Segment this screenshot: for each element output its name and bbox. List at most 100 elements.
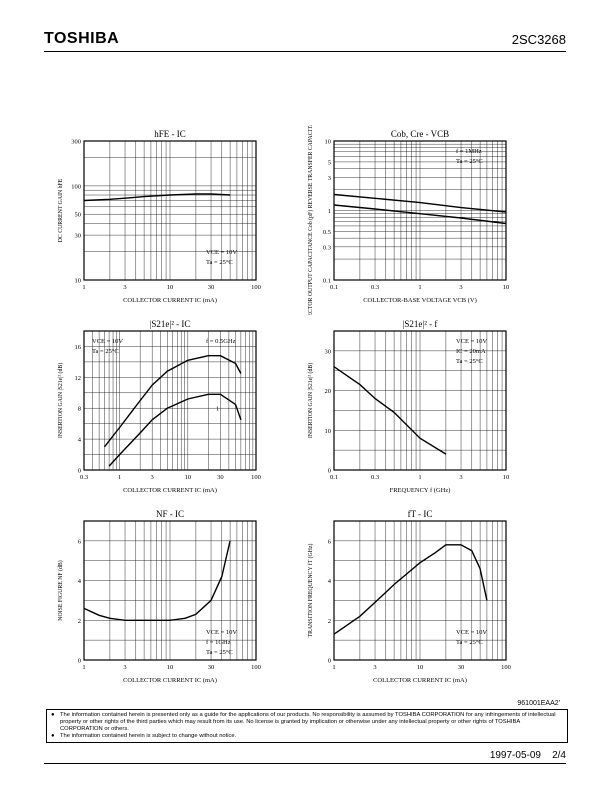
chart-title: hFE - IC: [154, 129, 186, 139]
chart-annotation: f = 1MHz: [456, 148, 482, 155]
chart-annotation: VCE = 10V: [92, 338, 123, 345]
y-tick-label: 16: [75, 344, 82, 351]
plot-frame: [83, 140, 257, 281]
chart-s21e-ic: 0.3 1 3 10 30 100 0 4 8 12 16 |S21e|² - IC COLLECTOR…: [40, 315, 346, 505]
x-tick-label: 10: [417, 664, 424, 671]
x-tick-label: 0.3: [371, 474, 379, 481]
y-tick-label: 1: [328, 208, 331, 215]
y-tick-label: 4: [78, 578, 82, 585]
chart-svg: 1 3 10 30 100 10 30 50 100 300 hFE - IC COLLECTOR C…: [58, 129, 261, 304]
chart-annotation: Ta = 25°C: [456, 358, 483, 365]
chart-annotation: Ta = 25°C: [206, 649, 233, 656]
x-tick-label: 100: [501, 664, 511, 671]
y-tick-label: 20: [325, 388, 332, 395]
x-axis-label: COLLECTOR CURRENT IC (mA): [123, 677, 217, 684]
x-tick-label: 0.1: [330, 474, 338, 481]
y-tick-label: 2: [78, 618, 81, 625]
y-tick-label: 30: [325, 348, 332, 355]
x-tick-label: 3: [373, 664, 376, 671]
x-tick-label: 3: [151, 474, 154, 481]
plot-frame: [83, 520, 257, 661]
x-tick-label: 3: [123, 664, 126, 671]
chart-grid: [333, 520, 506, 661]
plot-frame: [333, 140, 507, 281]
footer-date: 1997-05-09: [489, 750, 541, 761]
chart-svg: 0.1 0.3 1 3 10 0.1 0.3 0.5 1 3 5 10 Cob, Cre - VCB CO…: [307, 125, 510, 315]
chart-annotation: Ta = 25°C: [456, 639, 483, 646]
x-tick-label: 3: [459, 474, 462, 481]
series-line: [103, 355, 242, 448]
chart-cob-cre-vcb: 0.1 0.3 1 3 10 0.1 0.3 0.5 1 3 5 10 Cob, Cre - VCB CO…: [290, 125, 596, 315]
x-axis-label: COLLECTOR CURRENT IC (mA): [123, 297, 217, 304]
header-divider: [44, 51, 566, 52]
series-line: [333, 204, 507, 225]
x-tick-label: 30: [458, 664, 465, 671]
y-tick-label: 100: [71, 183, 81, 190]
chart-annotation: VCE = 10V: [456, 338, 487, 345]
chart-s21e-f: 0.1 0.3 1 3 10 0 10 20 30 |S21e|² - f FREQUENCY f …: [290, 315, 596, 505]
plot-frame: [333, 330, 507, 471]
chart-annotation: f = 0.5GHz: [206, 338, 236, 345]
series-line: [333, 366, 447, 455]
y-tick-label: 0: [78, 468, 81, 475]
x-tick-label: 1: [418, 474, 421, 481]
x-tick-label: 100: [251, 474, 261, 481]
x-tick-label: 1: [332, 664, 335, 671]
x-tick-label: 30: [208, 284, 215, 291]
y-tick-label: 10: [325, 139, 332, 146]
y-axis-label: INSERTION GAIN |S21e|² (dB): [57, 363, 64, 438]
plot-frame: [333, 520, 507, 661]
y-tick-label: 6: [328, 538, 332, 545]
footer-date-page: 1997-05-09 2/4: [490, 750, 566, 761]
x-tick-label: 1: [82, 284, 85, 291]
x-tick-label: 100: [251, 284, 261, 291]
y-tick-label: 4: [78, 437, 82, 444]
x-tick-label: 10: [185, 474, 192, 481]
chart-svg: 0.3 1 3 10 30 100 0 4 8 12 16 |S21e|² - IC COLLECTOR…: [57, 319, 261, 494]
y-tick-label: 2: [328, 618, 331, 625]
y-tick-label: 4: [328, 578, 332, 585]
series-line: [333, 544, 488, 635]
y-tick-label: 3: [328, 175, 331, 182]
chart-annotation: IC = 20mA: [456, 348, 486, 355]
x-axis-label: COLLECTOR CURRENT IC (mA): [373, 677, 467, 684]
series-line: [333, 193, 507, 213]
series-line: [83, 540, 231, 621]
disclaimer-item: The information contained herein is pres…: [51, 712, 563, 733]
x-tick-label: 100: [251, 664, 261, 671]
chart-title: Cob, Cre - VCB: [391, 129, 449, 139]
x-tick-label: 10: [503, 284, 510, 291]
disclaimer-box: The information contained herein is pres…: [46, 709, 568, 743]
y-axis-label: DC CURRENT GAIN hFE: [58, 178, 64, 242]
y-tick-label: 8: [78, 406, 81, 413]
y-tick-label: 30: [75, 233, 82, 240]
series-line: [83, 193, 231, 202]
y-axis-label: INSERTION GAIN |S21e|² (dB): [307, 363, 314, 438]
y-tick-label: 10: [325, 428, 332, 435]
y-tick-label: 5: [328, 159, 331, 166]
chart-hfe-ic: 1 3 10 30 100 10 30 50 100 300 hFE - IC COLLECTOR C…: [40, 125, 346, 315]
y-tick-label: 0.1: [323, 278, 331, 285]
y-tick-label: 0: [328, 468, 331, 475]
x-tick-label: 10: [167, 284, 174, 291]
y-tick-label: 10: [75, 278, 82, 285]
chart-title: |S21e|² - f: [403, 319, 438, 329]
y-tick-label: 50: [75, 212, 82, 219]
y-tick-label: 0: [78, 658, 81, 665]
x-tick-label: 30: [217, 474, 224, 481]
x-tick-label: 10: [503, 474, 510, 481]
y-tick-label: 6: [78, 538, 82, 545]
chart-annotation: f = 1GHz: [206, 639, 231, 646]
footer-page: 2/4: [552, 750, 566, 761]
chart-svg: 1 3 10 30 100 0 2 4 6 fT - IC COLLECTOR CURRENT IC…: [307, 509, 511, 684]
x-tick-label: 30: [208, 664, 215, 671]
plot-frame: [83, 330, 257, 471]
y-tick-label: 12: [75, 375, 82, 382]
y-axis-label: TRANSITION FREQUENCY fT (GHz): [307, 543, 314, 637]
x-tick-label: 0.1: [330, 284, 338, 291]
chart-grid: [333, 330, 506, 471]
chart-annotation: Ta = 25°C: [92, 348, 119, 355]
x-tick-label: 10: [167, 664, 174, 671]
y-tick-label: 300: [71, 139, 81, 146]
x-axis-label: COLLECTOR CURRENT IC (mA): [123, 487, 217, 494]
